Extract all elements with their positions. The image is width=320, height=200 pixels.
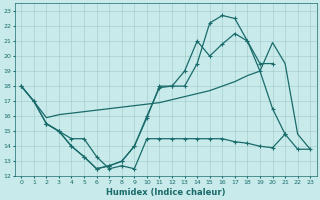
X-axis label: Humidex (Indice chaleur): Humidex (Indice chaleur) — [106, 188, 226, 197]
